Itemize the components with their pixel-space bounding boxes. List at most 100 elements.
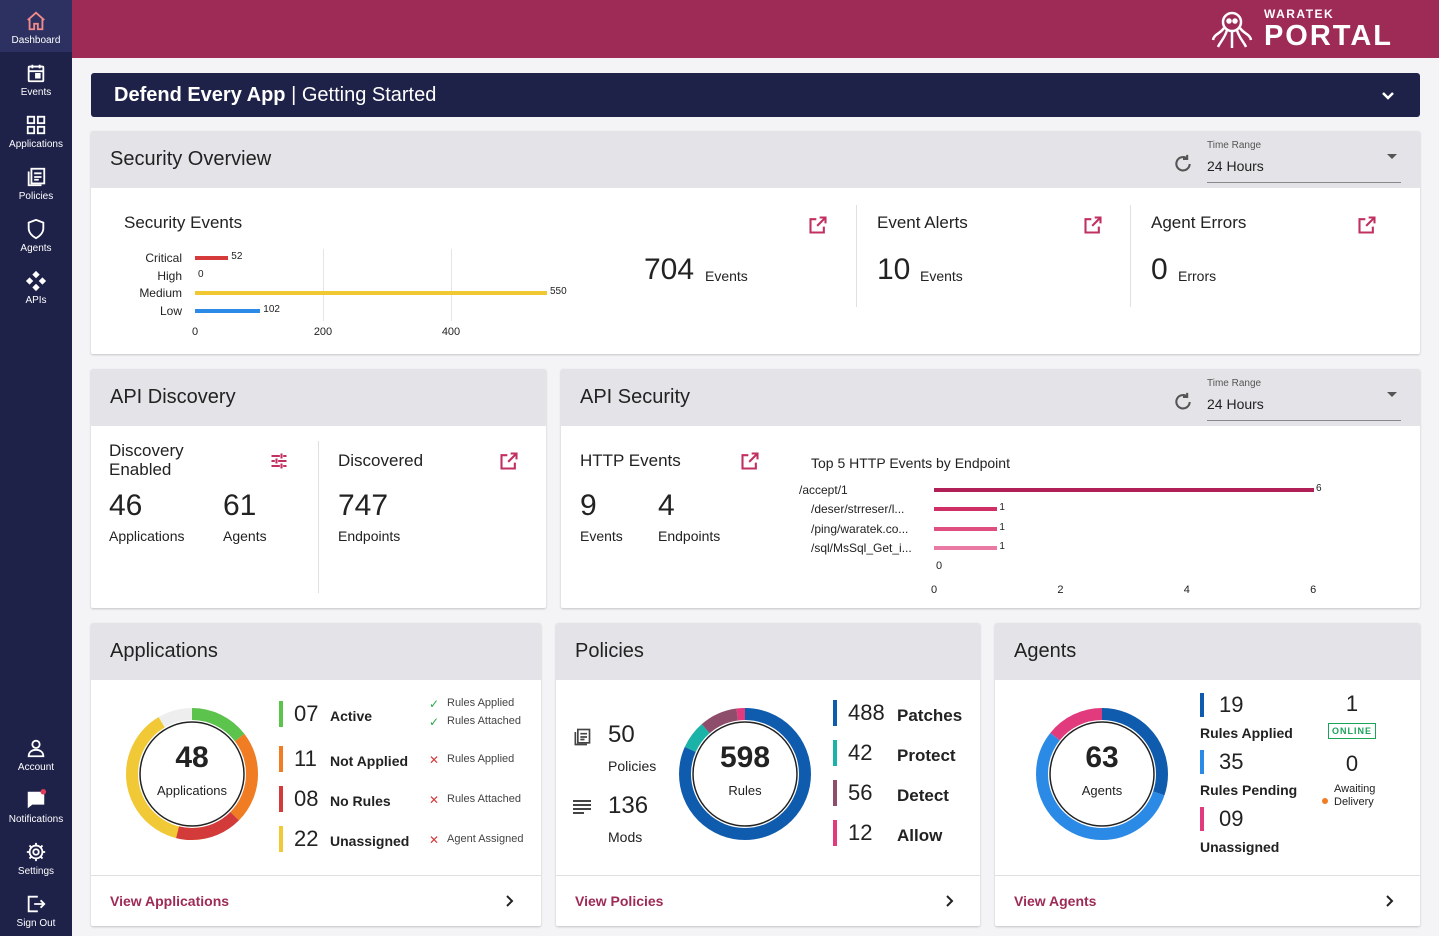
refresh-icon[interactable] bbox=[1173, 392, 1193, 412]
legend-label: Detect bbox=[897, 786, 949, 805]
api-icon bbox=[25, 270, 47, 292]
cross-icon: ✕ bbox=[429, 753, 440, 767]
document-icon bbox=[27, 167, 46, 187]
bar-value-label: 1 bbox=[999, 502, 1005, 514]
security-events-unit: Events bbox=[705, 268, 748, 284]
nav-sign-out[interactable]: Sign Out bbox=[0, 883, 72, 935]
home-icon bbox=[27, 11, 45, 31]
shield-icon bbox=[27, 218, 45, 240]
caret-down-icon[interactable] bbox=[1387, 392, 1397, 397]
status-label: Rules Applied bbox=[447, 697, 515, 709]
awaiting-value: 0 bbox=[1345, 751, 1359, 776]
nav-notifications[interactable]: Notifications bbox=[0, 779, 72, 831]
category-label: High bbox=[157, 268, 182, 283]
chevron-down-icon[interactable] bbox=[1378, 85, 1398, 105]
view-applications-link[interactable]: View Applications bbox=[110, 893, 230, 909]
legend-value: 42 bbox=[848, 740, 873, 765]
donut-segment-rules-pending bbox=[1036, 708, 1168, 840]
legend-label: No Rules bbox=[330, 793, 391, 809]
agent-errors-value: 0 bbox=[1151, 253, 1168, 286]
awaiting-dot bbox=[1322, 798, 1328, 804]
policies-center-value: 598 bbox=[719, 741, 771, 774]
nav-policies-label: Policies bbox=[18, 191, 54, 202]
getting-started-banner[interactable]: Defend Every App | Getting Started bbox=[91, 73, 1420, 117]
legend-value: 09 bbox=[1219, 806, 1244, 831]
external-link-icon[interactable] bbox=[740, 451, 760, 471]
applications-legend: 07 Active ✓ Rules Applied ✓ Rules Attached 11 N… bbox=[91, 623, 541, 873]
chevron-right-icon[interactable] bbox=[941, 893, 957, 909]
x-tick-label: 200 bbox=[313, 326, 333, 338]
legend-color-bar bbox=[279, 701, 283, 727]
nav-agents[interactable]: Agents bbox=[0, 208, 72, 260]
discovered-endpoints-value: 747 bbox=[338, 489, 389, 522]
time-range-underline bbox=[1207, 420, 1401, 421]
http-events-value: 9 bbox=[580, 489, 597, 522]
agent-errors-unit: Errors bbox=[1178, 268, 1217, 284]
api-time-range-select[interactable]: Time Range 24 Hours bbox=[1173, 378, 1401, 426]
nav-applications-label: Applications bbox=[9, 139, 63, 150]
applications-center-label: Applications bbox=[156, 783, 228, 798]
tune-icon[interactable] bbox=[269, 451, 289, 471]
security-overview-title: Security Overview bbox=[91, 131, 1420, 188]
bar-medium bbox=[195, 291, 547, 295]
legend-label: Active bbox=[330, 708, 373, 724]
api-time-range-value[interactable]: 24 Hours bbox=[1207, 396, 1264, 412]
caret-down-icon[interactable] bbox=[1387, 154, 1397, 159]
grid-icon bbox=[26, 115, 46, 135]
nav-events[interactable]: Events bbox=[0, 52, 72, 104]
legend-value: 488 bbox=[848, 700, 885, 725]
awaiting-label-line-2: Delivery bbox=[1334, 796, 1374, 808]
external-link-icon[interactable] bbox=[1083, 215, 1103, 235]
category-label: Critical bbox=[145, 251, 182, 265]
x-tick-label: 2 bbox=[1057, 584, 1064, 596]
nav-applications[interactable]: Applications bbox=[0, 104, 72, 156]
donut-segment-no-rules bbox=[126, 708, 258, 840]
discovery-applications-value: 46 bbox=[109, 489, 143, 522]
legend-value: 19 bbox=[1219, 692, 1244, 717]
endpoint-label: /ping/waratek.co... bbox=[811, 521, 909, 536]
refresh-icon[interactable] bbox=[1173, 154, 1193, 174]
policies-donut bbox=[679, 708, 811, 840]
view-agents-link[interactable]: View Agents bbox=[1014, 893, 1097, 909]
nav-apis[interactable]: APIs bbox=[0, 260, 72, 312]
nav-account[interactable]: Account bbox=[0, 727, 72, 779]
time-range-value[interactable]: 24 Hours bbox=[1207, 158, 1264, 174]
http-events-chart: /accept/1 6/deser/strreser/l... 1/ping/war… bbox=[561, 369, 1420, 608]
donut-segment-not-applied bbox=[126, 708, 258, 840]
legend-color-bar bbox=[1200, 750, 1204, 774]
api-discovery-title: API Discovery bbox=[91, 369, 546, 426]
chevron-right-icon[interactable] bbox=[1381, 893, 1397, 909]
mods-count-value: 136 bbox=[608, 792, 649, 819]
external-link-icon[interactable] bbox=[1357, 215, 1377, 235]
divider bbox=[856, 205, 857, 307]
divider bbox=[1130, 205, 1131, 307]
online-value: 1 bbox=[1345, 691, 1359, 716]
legend-label: Patches bbox=[897, 706, 963, 725]
legend-color-bar bbox=[833, 780, 837, 806]
nav-settings[interactable]: Settings bbox=[0, 831, 72, 883]
awaiting-label: Awaiting Delivery bbox=[1334, 783, 1375, 809]
nav-policies[interactable]: Policies bbox=[0, 156, 72, 208]
external-link-icon[interactable] bbox=[499, 451, 519, 471]
http-bar bbox=[934, 526, 998, 531]
chevron-right-icon[interactable] bbox=[501, 893, 517, 909]
event-alerts-title: Event Alerts bbox=[877, 213, 968, 232]
agents-legend: 19 Rules Applied 35 Rules Pending 09 Unassign… bbox=[995, 623, 1420, 873]
api-discovery-card: API Discovery Discovery Enabled 46 Appli… bbox=[91, 369, 546, 608]
top-bar: WARATEK PORTAL bbox=[72, 0, 1439, 58]
sidebar: Dashboard Events Applications Policies A… bbox=[0, 0, 72, 936]
nav-apis-label: APIs bbox=[25, 295, 47, 306]
external-link-icon[interactable] bbox=[808, 215, 828, 235]
legend-value: 35 bbox=[1219, 749, 1244, 774]
legend-value: 12 bbox=[848, 820, 873, 845]
view-policies-link[interactable]: View Policies bbox=[575, 893, 664, 909]
x-tick-label: 0 bbox=[191, 326, 199, 338]
list-icon bbox=[573, 800, 591, 814]
time-range-select[interactable]: Time Range 24 Hours bbox=[1173, 140, 1401, 188]
security-events-total: 704 bbox=[644, 253, 695, 286]
agents-center-label: Agents bbox=[1081, 783, 1123, 798]
brand-big: PORTAL bbox=[1263, 20, 1393, 52]
chat-icon bbox=[27, 789, 47, 809]
nav-dashboard[interactable]: Dashboard bbox=[0, 0, 72, 52]
nav-account-label: Account bbox=[17, 762, 55, 773]
